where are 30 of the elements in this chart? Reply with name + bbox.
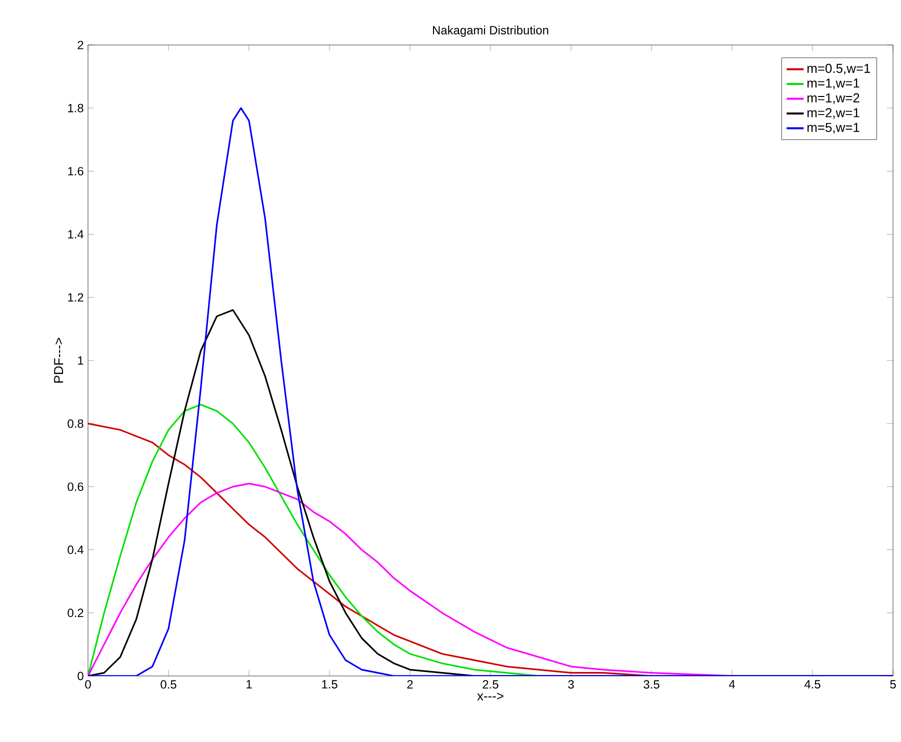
y-tick-label: 0.2 (68, 608, 84, 618)
legend-label: m=2,w=1 (808, 108, 860, 119)
y-tick-label: 2 (78, 40, 84, 50)
x-tick-label: 0 (85, 680, 91, 689)
y-tick-label: 1.2 (68, 293, 84, 302)
x-tick-label: 4.5 (804, 680, 820, 689)
y-tick-label: 0 (78, 672, 84, 680)
y-tick-label: 1.6 (68, 166, 84, 176)
x-tick-label: 1.5 (322, 680, 338, 689)
legend-label: m=1,w=2 (808, 93, 860, 104)
legend-label: m=0.5,w=1 (808, 64, 870, 74)
y-tick-label: 0.8 (68, 419, 84, 428)
x-axis-title: x---> (477, 692, 504, 700)
chart-title: Nakagami Distribution (433, 26, 548, 37)
legend-label: m=5,w=1 (808, 122, 860, 134)
x-tick-label: 1 (246, 680, 252, 688)
x-tick-label: 5 (890, 680, 896, 689)
y-tick-label: 0.4 (68, 546, 84, 554)
x-tick-label: 3 (568, 680, 574, 689)
y-tick-label: 1.4 (68, 230, 84, 238)
x-tick-label: 3.5 (644, 680, 660, 689)
y-axis-title: PDF---> (54, 338, 64, 383)
x-tick-label: 2 (407, 680, 413, 689)
y-tick-label: 1 (78, 356, 84, 365)
x-tick-label: 0.5 (160, 680, 176, 689)
x-tick-label: 2.5 (482, 680, 498, 689)
legend-label: m=1,w=1 (808, 78, 860, 90)
x-tick-label: 4 (728, 680, 735, 688)
y-tick-label: 1.8 (68, 104, 84, 112)
y-tick-label: 0.6 (68, 482, 84, 491)
